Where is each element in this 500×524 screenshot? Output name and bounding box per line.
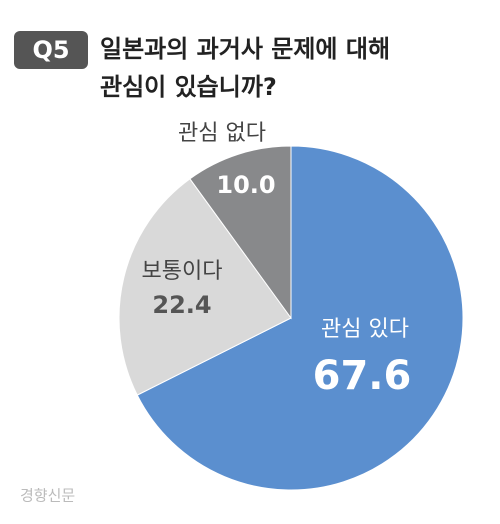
badge: Q5 xyxy=(32,36,69,64)
value-label: 67.6 xyxy=(313,353,412,399)
value-label: 22.4 xyxy=(152,291,211,319)
slice-label: 보통이다 xyxy=(142,259,223,284)
pie-slice xyxy=(136,145,464,491)
pie-slice xyxy=(189,145,292,320)
chart-title: 관심이 있습니까? xyxy=(100,73,277,101)
slice-label: 관심 있다 xyxy=(321,317,409,342)
badge-bg xyxy=(14,31,88,69)
chart-title: 일본과의 과거사 문제에 대해 xyxy=(100,35,390,63)
slice-label: 관심 없다 xyxy=(178,121,266,146)
pie-slice xyxy=(118,178,292,396)
watermark: 경향신문 xyxy=(20,487,75,505)
value-label: 10.0 xyxy=(216,171,275,199)
